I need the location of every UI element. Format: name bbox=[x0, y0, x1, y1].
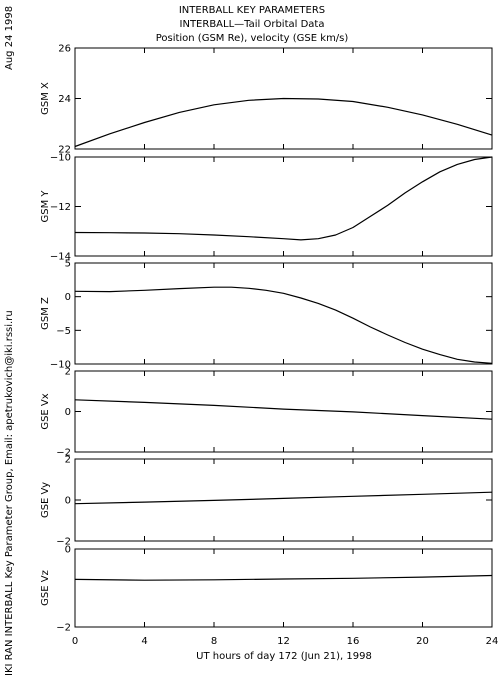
panel-frame bbox=[74, 458, 493, 542]
y-tick-label: 2 bbox=[65, 455, 71, 466]
y-axis-label: GSM X bbox=[40, 82, 51, 115]
y-tick-label: 0 bbox=[65, 496, 71, 507]
y-tick-label: −2 bbox=[56, 537, 71, 548]
chart-panel: −2 0 GSE Vz bbox=[40, 545, 493, 634]
x-tick-label: 24 bbox=[486, 636, 499, 647]
panel-frame bbox=[74, 156, 493, 257]
chart-panel: −2 0 2 GSE Vy bbox=[40, 455, 493, 548]
chart-title-line-3: Position (GSM Re), velocity (GSE km/s) bbox=[156, 33, 349, 44]
x-tick-label: 12 bbox=[277, 636, 290, 647]
series-line bbox=[74, 156, 493, 241]
y-axis-label: GSE Vy bbox=[40, 482, 51, 518]
y-tick-label: −10 bbox=[50, 153, 71, 164]
credit-line: IKI RAN INTERBALL Key Parameter Group, E… bbox=[4, 310, 15, 676]
y-tick-label: 2 bbox=[65, 367, 71, 378]
x-tick-label: 16 bbox=[347, 636, 360, 647]
x-axis-label: UT hours of day 172 (Jun 21), 1998 bbox=[196, 651, 372, 662]
y-tick-label: −5 bbox=[56, 326, 71, 337]
chart-panel: −10 −5 0 5 GSM Z bbox=[40, 259, 493, 371]
y-tick-label: 0 bbox=[65, 292, 71, 303]
x-tick-label: 4 bbox=[141, 636, 147, 647]
y-tick-label: −10 bbox=[50, 360, 71, 371]
panel-frame bbox=[74, 262, 493, 365]
y-tick-label: 0 bbox=[65, 407, 71, 418]
chart-title-block: INTERBALL KEY PARAMETERS INTERBALL—Tail … bbox=[156, 5, 349, 44]
y-tick-label: −2 bbox=[56, 623, 71, 634]
y-tick-label: 24 bbox=[58, 94, 71, 105]
series-line bbox=[74, 97, 493, 148]
date-stamp: Aug 24 1998 bbox=[4, 6, 15, 70]
series-line bbox=[74, 574, 493, 581]
x-tick-label: 20 bbox=[416, 636, 429, 647]
chart-title-line-2: INTERBALL—Tail Orbital Data bbox=[180, 19, 325, 30]
chart-panel: −14 −12 −10 GSM Y bbox=[40, 153, 493, 263]
x-tick-label: 8 bbox=[211, 636, 217, 647]
y-tick-label: 0 bbox=[65, 545, 71, 556]
series-line bbox=[74, 286, 493, 364]
panel-frame bbox=[74, 370, 493, 453]
y-tick-label: 22 bbox=[58, 145, 71, 156]
y-axis-label: GSM Y bbox=[40, 190, 51, 223]
y-tick-label: −2 bbox=[56, 448, 71, 459]
y-tick-label: −12 bbox=[50, 202, 71, 213]
y-tick-label: −14 bbox=[50, 252, 71, 263]
chart-panel: 22 24 26 GSM X bbox=[40, 44, 493, 156]
series-line bbox=[74, 399, 493, 420]
chart-title-line-1: INTERBALL KEY PARAMETERS bbox=[179, 5, 325, 16]
panel-frame bbox=[74, 548, 493, 628]
series-line bbox=[74, 491, 493, 505]
x-axis-ticks: 0 4 8 12 16 20 24 bbox=[72, 636, 499, 647]
x-tick-label: 0 bbox=[72, 636, 78, 647]
chart-panel: −2 0 2 GSE Vx bbox=[40, 367, 493, 459]
y-tick-label: 5 bbox=[65, 259, 71, 270]
y-tick-label: 26 bbox=[58, 44, 71, 55]
y-axis-label: GSE Vx bbox=[40, 393, 51, 429]
y-axis-label: GSM Z bbox=[40, 297, 51, 330]
y-axis-label: GSE Vz bbox=[40, 570, 51, 606]
